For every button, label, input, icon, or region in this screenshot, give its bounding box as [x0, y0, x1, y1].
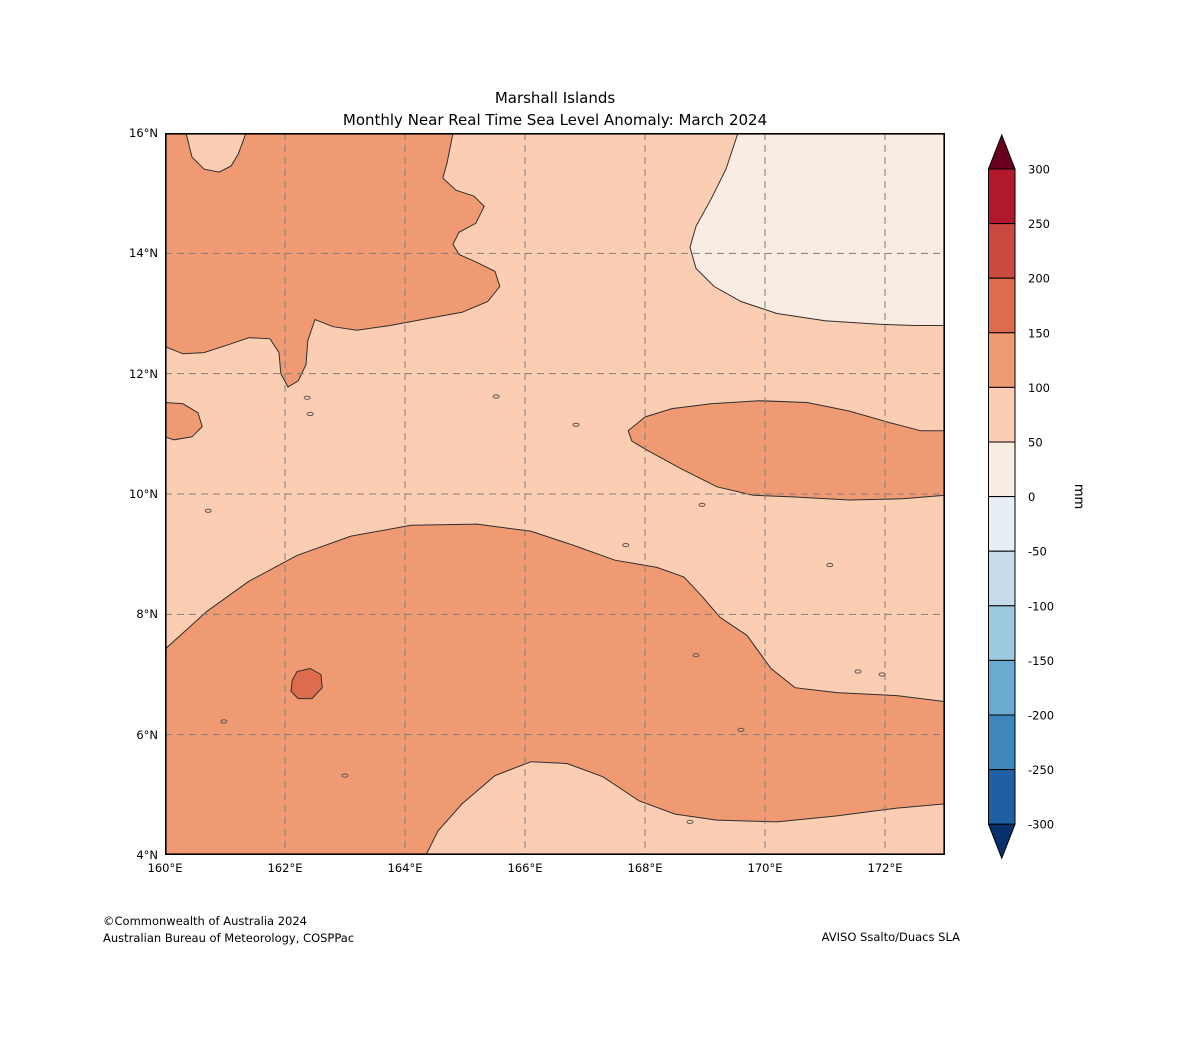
island-mark [622, 543, 630, 548]
colorbar-tick-label: 200 [1028, 272, 1050, 286]
colorbar-under-arrow [988, 823, 1016, 860]
colorbar-tick-label: -200 [1028, 709, 1054, 723]
copyright-text: ©Commonwealth of Australia 2024 Australi… [103, 913, 354, 947]
contour-region-northeast-low [689, 133, 945, 326]
colorbar-segment [988, 714, 1016, 771]
y-tick-label: 6°N [136, 727, 158, 742]
contour-region-southern-band [165, 523, 945, 855]
island-mark [303, 395, 311, 400]
x-tick-label: 162°E [267, 861, 303, 875]
y-tick-label: 8°N [136, 607, 158, 622]
copyright-line2: Australian Bureau of Meteorology, COSPPa… [103, 931, 355, 945]
colorbar-segment [988, 332, 1016, 388]
island-mark [826, 562, 834, 568]
copyright-line1: ©Commonwealth of Australia 2024 [103, 914, 308, 928]
island-mark [204, 508, 212, 513]
colorbar-segment [988, 550, 1016, 607]
colorbar-tick-label: -100 [1028, 599, 1054, 613]
island-mark [692, 653, 700, 658]
x-tick-label: 170°E [747, 861, 783, 875]
colorbar-tick-label: 300 [1028, 163, 1050, 177]
island-mark [572, 422, 580, 427]
colorbar-segment [988, 605, 1016, 661]
plot-frame [165, 133, 945, 855]
island-mark [686, 819, 694, 825]
contour-region-southwest-core [290, 667, 323, 700]
colorbar-tick-label: 100 [1028, 381, 1050, 395]
island-mark [492, 394, 500, 399]
colorbar-segment [988, 277, 1016, 334]
island-mark [698, 502, 706, 507]
island-mark [737, 727, 745, 733]
colorbar-segment [988, 659, 1016, 716]
colorbar-tick-label: 150 [1028, 326, 1050, 340]
contour-map [165, 133, 945, 855]
island-mark [306, 411, 314, 417]
colorbar-segment [988, 386, 1016, 443]
island-mark [220, 719, 228, 724]
y-tick-label: 4°N [136, 848, 158, 862]
colorbar-segment [988, 223, 1016, 279]
colorbar-segment [988, 496, 1016, 552]
colorbar: 300 250 200 150 100 50 0 -50 -100 -150 -200 -250 -30… [988, 133, 1054, 860]
x-tick-label: 166°E [507, 861, 543, 875]
island-mark [854, 669, 862, 674]
colorbar-tick-label: -250 [1028, 763, 1054, 777]
contour-region-northwest-high [165, 133, 501, 388]
y-tick-label: 10°N [129, 487, 158, 501]
y-tick-label: 14°N [129, 246, 158, 261]
colorbar-tick-label: 50 [1028, 436, 1043, 450]
colorbar-tick-label: -50 [1028, 545, 1047, 559]
chart-title-line2: Monthly Near Real Time Sea Level Anomaly… [342, 111, 768, 129]
chart-title-line1: Marshall Islands [494, 89, 616, 107]
x-tick-label: 172°E [867, 861, 903, 875]
contour-region-east-central-band [627, 400, 945, 501]
data-source-text: AVISO Ssalto/Duacs SLA [821, 930, 960, 944]
x-tick-label: 160°E [147, 861, 183, 875]
colorbar-tick-label: -150 [1028, 654, 1054, 668]
y-tick-label: 12°N [129, 366, 158, 381]
colorbar-segment [988, 769, 1016, 825]
x-tick-label: 164°E [387, 861, 423, 875]
colorbar-tick-label: -300 [1028, 818, 1054, 832]
chart-title: Marshall Islands Monthly Near Real Time … [165, 87, 945, 131]
y-tick-label: 16°N [129, 126, 158, 140]
x-tick-label: 168°E [627, 861, 663, 875]
colorbar-unit-label: mm [1071, 483, 1087, 510]
colorbar-tick-label: 250 [1028, 217, 1050, 231]
colorbar-segment [988, 168, 1016, 225]
island-mark [878, 672, 886, 677]
colorbar-tick-label: 0 [1028, 490, 1035, 504]
island-mark [341, 773, 349, 778]
colorbar-segment [988, 441, 1016, 498]
colorbar-over-arrow [988, 133, 1016, 170]
